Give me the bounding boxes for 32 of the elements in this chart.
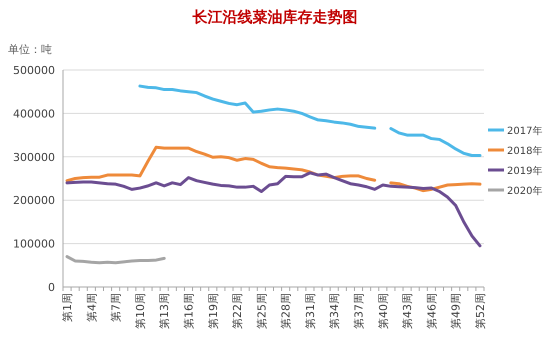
x-tick-label: 第31周 [304,293,317,329]
x-tick-label: 第34周 [328,293,342,329]
y-tick-label: 200000 [13,194,55,208]
x-tick-label: 第25周 [255,293,268,329]
y-tick-label: 300000 [13,150,55,164]
x-tick-label: 第49周 [450,293,463,329]
legend-label: 2019年 [507,165,542,177]
legend-label: 2018年 [507,145,542,157]
chart-title: 长江沿线菜油库存走势图 [192,8,358,26]
x-tick-label: 第10周 [134,293,147,329]
legend-label: 2020年 [507,185,542,197]
y-tick-label: 100000 [13,238,55,251]
x-tick-label: 第28周 [280,293,293,329]
x-tick-label: 第43周 [401,293,414,329]
x-tick-label: 第22周 [231,293,244,329]
y-tick-label: 500000 [13,64,55,77]
x-tick-label: 第40周 [376,293,390,329]
x-tick-label: 第13周 [158,293,172,329]
text: 单位：吨 [8,43,52,56]
y-tick-label: 0 [48,281,55,294]
x-tick-label: 第46周 [425,293,438,329]
x-tick-label: 第16周 [182,293,196,329]
x-tick-label: 第4周 [85,293,98,322]
x-tick-label: 第19周 [206,293,220,329]
line-series [66,171,482,248]
x-tick-label: 第1周 [61,293,74,322]
x-tick-label: 第7周 [110,293,123,322]
line-series [66,255,166,264]
legend-label: 2017年 [507,125,542,137]
x-tick-label: 第37周 [352,293,366,329]
y-tick-label: 400000 [13,107,55,120]
x-tick-label: 第52周 [474,293,487,329]
